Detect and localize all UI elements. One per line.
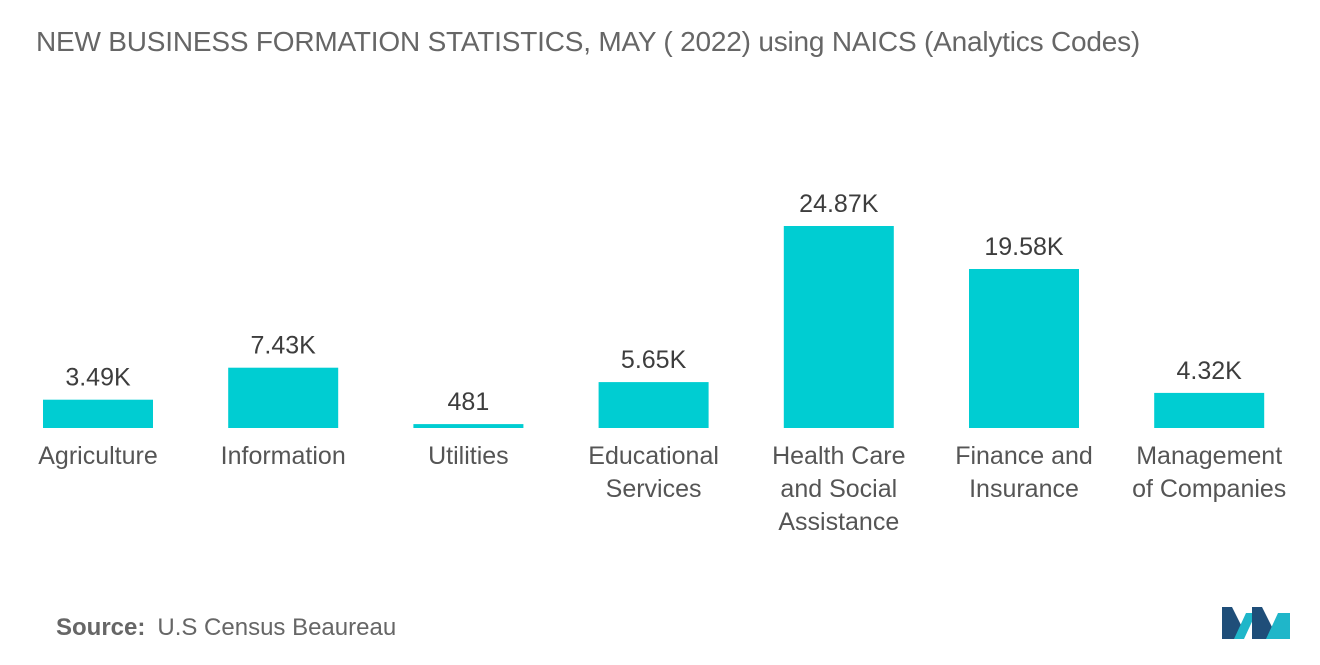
category-label: and Social: [780, 475, 897, 503]
source-note: Source: U.S Census Beaureau: [56, 614, 396, 642]
category-label: Finance and: [955, 442, 1093, 470]
category-labels-layer: Agriculture Information Utilities Education…: [38, 442, 1286, 536]
bar-value-label: 3.49K: [65, 364, 131, 392]
bar-value-label: 7.43K: [251, 332, 317, 360]
category-label: Information: [221, 442, 346, 470]
bar-value-label: 5.65K: [621, 346, 687, 374]
category-label: Agriculture: [38, 442, 158, 470]
category-label: Utilities: [428, 442, 509, 470]
mordor-logo-icon: [1222, 607, 1290, 639]
category-label: Educational: [588, 442, 719, 470]
chart-title: NEW BUSINESS FORMATION STATISTICS, MAY (…: [36, 26, 1141, 57]
bar: [1154, 392, 1265, 428]
category-label: Management: [1136, 442, 1282, 470]
bar: [598, 382, 709, 428]
bar: [228, 367, 339, 428]
category-label: Services: [606, 475, 702, 503]
bar-value-label: 4.32K: [1177, 357, 1243, 385]
bar-value-label: 19.58K: [984, 233, 1064, 261]
value-labels-layer: 3.49K 7.43K 481 5.65K 24.87K 19.58K 4.32K: [65, 190, 1242, 416]
category-label: Insurance: [969, 475, 1079, 503]
bars-layer: [43, 226, 1265, 428]
source-text: U.S Census Beaureau: [157, 614, 397, 641]
category-label: Assistance: [778, 508, 899, 536]
category-label: of Companies: [1132, 475, 1286, 503]
source-label: Source:: [56, 614, 146, 641]
bar-value-label: 24.87K: [799, 190, 879, 218]
bar: [783, 226, 894, 428]
bar: [43, 399, 153, 428]
bar: [969, 269, 1079, 428]
category-label: Health Care: [772, 442, 905, 470]
bar-value-label: 481: [448, 388, 490, 416]
bar: [413, 424, 524, 428]
